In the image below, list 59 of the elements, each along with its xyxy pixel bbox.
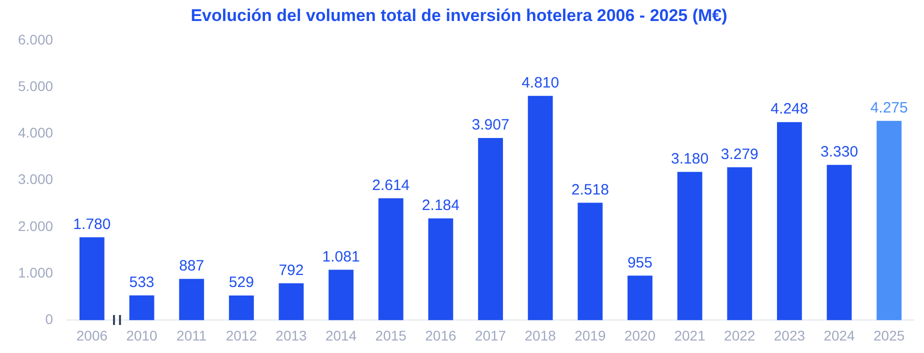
data-label: 2.184 <box>422 196 460 214</box>
y-tick-label: 5.000 <box>18 78 54 94</box>
data-label: 3.279 <box>720 146 758 163</box>
x-tick-label: 2025 <box>874 327 905 344</box>
bar <box>776 122 802 320</box>
y-tick-label: 6.000 <box>18 31 54 48</box>
x-tick-label: 2012 <box>226 327 258 344</box>
x-tick-label: 2011 <box>176 327 207 344</box>
bar <box>179 278 204 320</box>
data-label: 529 <box>228 274 254 292</box>
y-tick-label: 1.000 <box>18 264 54 280</box>
bar <box>528 96 553 320</box>
bar <box>328 270 354 320</box>
data-label: 2.614 <box>372 176 410 194</box>
x-tick-label: 2006 <box>76 327 108 344</box>
x-tick-label: 2018 <box>524 327 556 344</box>
data-label: 3.907 <box>472 116 510 134</box>
bar <box>278 283 304 320</box>
x-tick-label: 2013 <box>276 327 308 344</box>
x-tick-label: 2024 <box>824 327 856 344</box>
bar <box>228 296 254 320</box>
bar <box>628 276 652 320</box>
x-tick-label: 2017 <box>474 327 506 344</box>
y-tick-label: 3.000 <box>18 171 54 188</box>
data-label: 533 <box>129 274 154 291</box>
chart-title: Evolución del volumen total de inversión hotelera 2006 - 2025 (M€) <box>190 6 728 25</box>
bar <box>79 237 104 320</box>
data-label: 4.248 <box>770 100 808 118</box>
x-tick-label: 2019 <box>574 327 606 344</box>
y-tick-label: 0 <box>45 311 54 328</box>
bar <box>578 202 603 320</box>
data-label: 2.518 <box>571 181 609 198</box>
bar <box>677 172 702 320</box>
x-tick-label: 2015 <box>375 327 407 344</box>
bar <box>727 167 752 320</box>
data-label: 1.081 <box>322 248 360 266</box>
data-label: 4.810 <box>522 74 560 92</box>
data-label: 1.780 <box>73 216 111 233</box>
data-label: 887 <box>179 257 204 274</box>
data-label: 3.330 <box>820 144 858 161</box>
y-tick-label: 4.000 <box>18 124 54 141</box>
data-label: 3.180 <box>671 150 709 168</box>
bar <box>478 138 503 320</box>
x-tick-label: 2020 <box>624 327 656 344</box>
bar <box>129 295 154 320</box>
bar <box>428 218 454 320</box>
x-tick-label: 2022 <box>724 327 756 344</box>
x-tick-label: 2021 <box>674 327 706 344</box>
data-label: 4.275 <box>870 99 908 116</box>
x-tick-label: 2016 <box>425 327 456 344</box>
x-tick-label: 2023 <box>774 327 806 344</box>
data-label: 792 <box>278 262 304 279</box>
x-tick-label: 2014 <box>325 327 357 344</box>
x-tick-label: 2010 <box>126 327 158 344</box>
y-tick-label: 2.000 <box>18 218 54 234</box>
bar <box>378 198 404 320</box>
data-label: 955 <box>627 254 652 272</box>
bar <box>876 120 902 320</box>
bar <box>826 164 852 320</box>
